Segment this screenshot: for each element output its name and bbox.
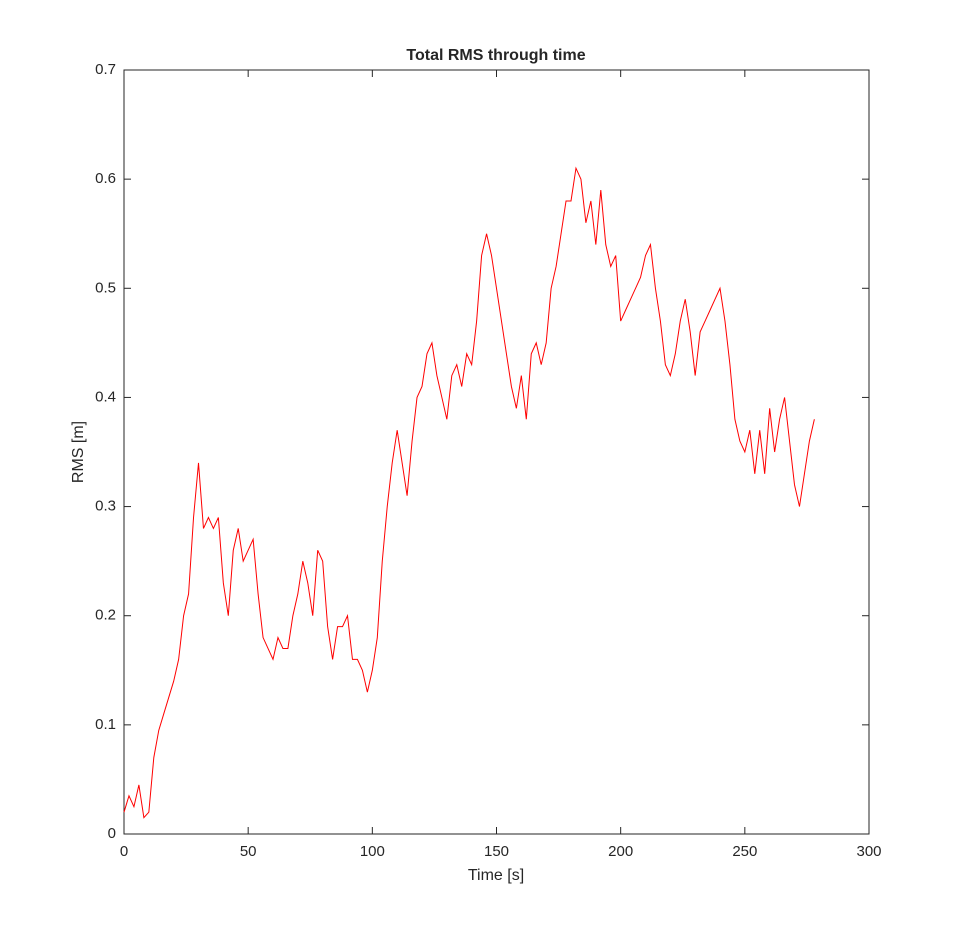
data-line — [123, 166, 815, 819]
x-axis-label: Time [s] — [468, 867, 524, 884]
x-tick-label: 50 — [240, 843, 257, 860]
y-tick-label: 0.1 — [95, 716, 116, 733]
x-tick-label: 0 — [120, 843, 128, 860]
y-tick-label: 0.3 — [95, 498, 116, 515]
x-tick-label: 250 — [732, 843, 757, 860]
x-tick-label: 300 — [856, 843, 881, 860]
y-tick-label: 0.4 — [95, 388, 116, 405]
y-tick-label: 0.2 — [95, 607, 116, 624]
y-tick-label: 0.7 — [95, 61, 116, 78]
x-tick-label: 100 — [360, 843, 385, 860]
x-tick-label: 150 — [484, 843, 509, 860]
x-tick-label: 200 — [608, 843, 633, 860]
y-tick-label: 0.5 — [95, 279, 116, 296]
chart-title: Total RMS through time — [406, 47, 585, 64]
y-tick-label: 0.6 — [95, 170, 116, 187]
y-tick-label: 0 — [108, 825, 116, 842]
y-axis-label: RMS [m] — [70, 421, 87, 483]
